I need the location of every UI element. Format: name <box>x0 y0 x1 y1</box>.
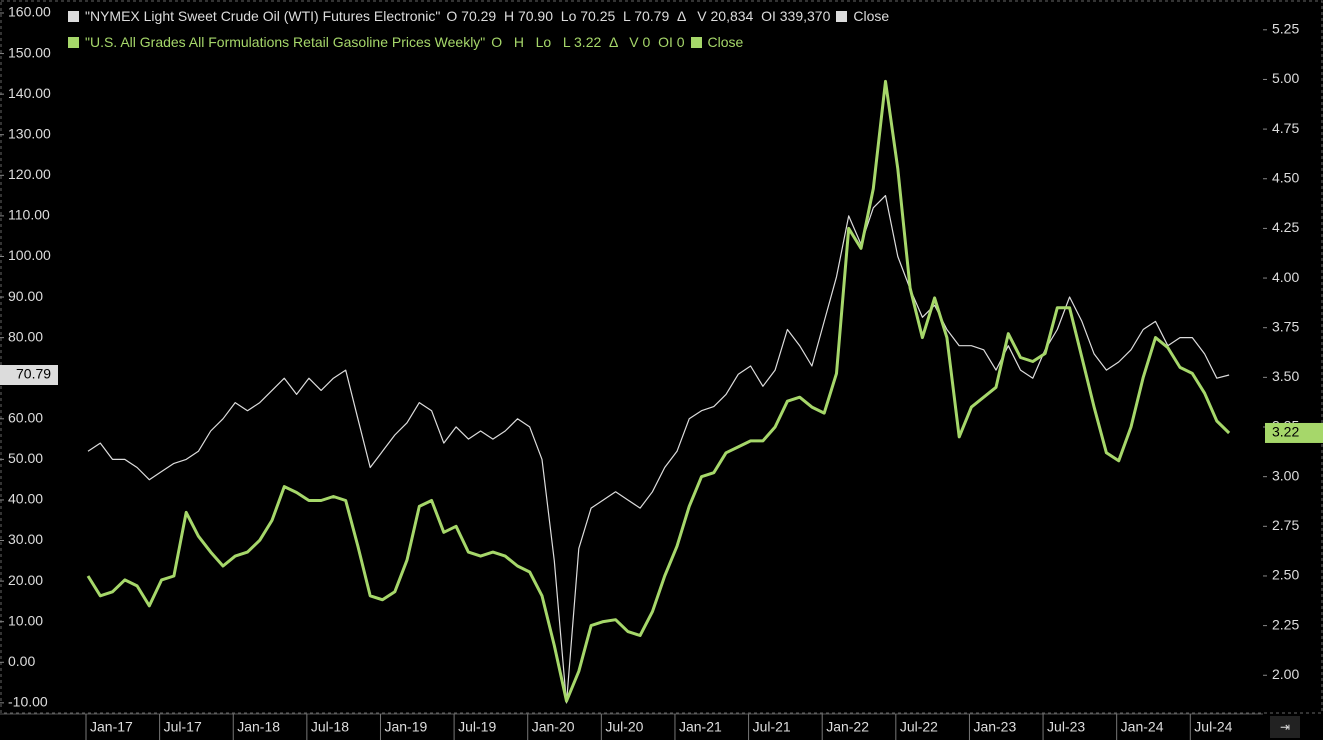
plot-border <box>0 0 1323 714</box>
last-value-badge <box>1265 422 1323 443</box>
settings-icon[interactable]: ⇥ <box>1270 716 1300 738</box>
x-tick-label: Jan-23 <box>973 719 1016 735</box>
x-tick-label: Jul-24 <box>1194 719 1232 735</box>
y-tick-label: 140.00 <box>8 85 51 101</box>
y-tick-label: 20.00 <box>8 572 43 588</box>
x-tick-label: Jan-24 <box>1121 719 1164 735</box>
y2-tick-label: 4.50 <box>1272 169 1299 185</box>
x-tick-label: Jan-17 <box>90 719 133 735</box>
series-line <box>86 79 1231 703</box>
y-tick-label: 50.00 <box>8 450 43 466</box>
y-tick-label: 100.00 <box>8 247 51 263</box>
legend-label: "U.S. All Grades All Formulations Retail… <box>85 34 486 50</box>
y2-tick-label: 2.25 <box>1272 616 1299 632</box>
legend-stats: O 70.29 H 70.90 Lo 70.25 L 70.79 Δ V 20,… <box>446 8 831 24</box>
y-tick-label: 150.00 <box>8 44 51 60</box>
legend-label: "NYMEX Light Sweet Crude Oil (WTI) Futur… <box>85 8 441 24</box>
x-tick-label: Jul-18 <box>311 719 349 735</box>
y-tick-label: 160.00 <box>8 4 51 20</box>
x-tick-label: Jul-20 <box>605 719 643 735</box>
legend-stats: O H Lo L 3.22 Δ V 0 OI 0 <box>491 34 685 50</box>
y2-tick-label: 2.75 <box>1272 517 1299 533</box>
series-line <box>87 195 1230 704</box>
y2-tick-label: 4.00 <box>1272 269 1299 285</box>
y-tick-label: -10.00 <box>8 694 48 710</box>
x-tick-label: Jan-19 <box>384 719 427 735</box>
y-tick-label: 60.00 <box>8 409 43 425</box>
y2-tick-label: 3.75 <box>1272 318 1299 334</box>
legend-swatch <box>68 36 79 48</box>
x-tick-label: Jul-19 <box>458 719 496 735</box>
y-tick-label: 0.00 <box>8 653 35 669</box>
x-tick-label: Jan-22 <box>826 719 869 735</box>
y-tick-label: 30.00 <box>8 531 43 547</box>
y2-tick-label: 4.25 <box>1272 219 1299 235</box>
x-tick-label: Jul-23 <box>1047 719 1085 735</box>
legend-swatch <box>690 36 702 48</box>
y-tick-label: 80.00 <box>8 328 43 344</box>
y-tick-label: 90.00 <box>8 288 43 304</box>
y2-tick-label: 4.75 <box>1272 120 1299 136</box>
x-tick-label: Jan-18 <box>237 719 280 735</box>
y2-tick-label: 3.00 <box>1272 467 1299 483</box>
legend-row: "U.S. All Grades All Formulations Retail… <box>68 34 743 50</box>
legend-mode: Close <box>707 34 744 50</box>
y2-tick-label: 5.25 <box>1272 20 1299 36</box>
y2-tick-label: 3.50 <box>1272 368 1299 384</box>
svg-text:⇥: ⇥ <box>1280 720 1290 734</box>
y-tick-label: 120.00 <box>8 166 51 182</box>
y2-tick-label: 2.50 <box>1272 567 1299 583</box>
x-tick-label: Jul-21 <box>753 719 791 735</box>
last-value-badge <box>0 365 58 386</box>
x-tick-label: Jul-22 <box>900 719 938 735</box>
legend-mode: Close <box>853 8 890 24</box>
y-tick-label: 110.00 <box>8 207 50 223</box>
legend-swatch <box>836 10 848 22</box>
last-value-label: 70.79 <box>16 366 51 382</box>
x-tick-label: Jan-21 <box>679 719 722 735</box>
y2-tick-label: 5.00 <box>1272 70 1299 86</box>
last-value-label: 3.22 <box>1272 424 1299 440</box>
x-tick-label: Jan-20 <box>532 719 575 735</box>
y2-tick-label: 2.00 <box>1272 666 1299 682</box>
y-tick-label: 40.00 <box>8 491 43 507</box>
x-tick-label: Jul-17 <box>164 719 202 735</box>
y-tick-label: 130.00 <box>8 125 51 141</box>
legend-row: "NYMEX Light Sweet Crude Oil (WTI) Futur… <box>68 8 889 24</box>
legend-swatch <box>68 10 79 22</box>
y-tick-label: 10.00 <box>8 612 43 628</box>
